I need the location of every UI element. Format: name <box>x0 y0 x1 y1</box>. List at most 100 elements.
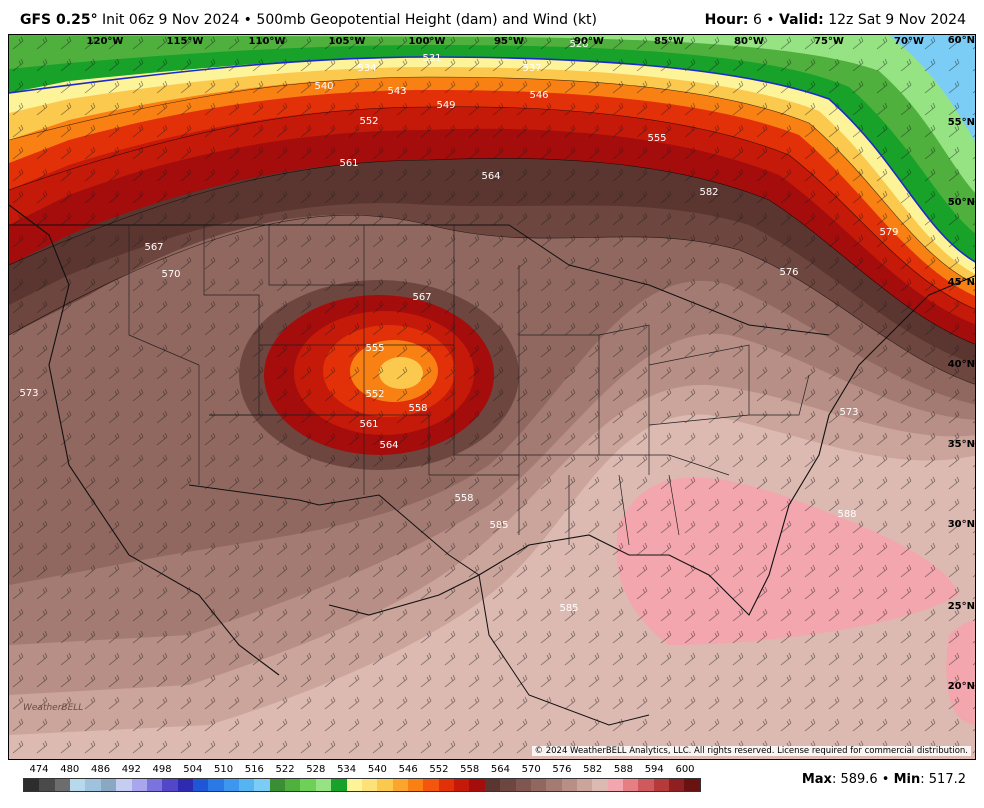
contour-label: 558 <box>408 403 427 414</box>
contour-label: 573 <box>839 407 858 418</box>
colorbar-swatch <box>515 779 531 791</box>
latitude-label: 50°N <box>948 197 975 208</box>
colorbar-swatch <box>116 779 132 791</box>
colorbar-swatch <box>100 779 117 791</box>
colorbar-swatch <box>192 779 209 791</box>
contour-label: 564 <box>481 171 500 182</box>
contour-label: 567 <box>412 292 431 303</box>
latitude-label: 45°N <box>948 277 975 288</box>
colorbar-swatch <box>653 779 670 791</box>
chart-title: GFS 0.25° Init 06z 9 Nov 2024 • 500mb Ge… <box>20 12 598 28</box>
latitude-label: 55°N <box>948 117 975 128</box>
colorbar-swatch <box>438 779 455 791</box>
contour-label: 582 <box>699 187 718 198</box>
contour-label: 564 <box>379 440 398 451</box>
colorbar-swatch <box>500 779 516 791</box>
colorbar-label: 576 <box>552 764 572 775</box>
contour-label: 531 <box>422 53 441 64</box>
min-value: 517.2 <box>928 772 966 787</box>
contour-label: 552 <box>365 389 384 400</box>
contour-label: 561 <box>359 419 378 430</box>
colorbar-label: 588 <box>613 764 634 775</box>
colorbar-swatch <box>331 779 347 791</box>
valid-info: Hour: 6 • Valid: 12z Sat 9 Nov 2024 <box>704 12 966 28</box>
copyright-notice: © 2024 WeatherBELL Analytics, LLC. All r… <box>531 746 971 756</box>
colorbar-label: 510 <box>214 764 234 775</box>
colorbar-swatch <box>407 779 424 791</box>
canada-us-border <box>9 224 830 336</box>
longitude-label: 100°W <box>409 36 446 47</box>
min-label: Min <box>893 772 921 787</box>
colorbar-labels: 474 480 486 492 498 504 510 516 522 528 534 540 546 5… <box>23 764 701 778</box>
colorbar-swatch <box>684 779 700 791</box>
colorbar-label: 522 <box>275 764 295 775</box>
latitude-label: 40°N <box>948 359 975 370</box>
colorbar-label: 528 <box>306 764 326 775</box>
colorbar-swatch <box>561 779 577 791</box>
contour-label: 543 <box>387 86 406 97</box>
colorbar-swatch <box>39 779 55 791</box>
contour-label: 588 <box>837 509 856 520</box>
contour-label: 546 <box>529 90 548 101</box>
valid-label: Valid: <box>779 12 824 28</box>
longitude-label: 120°W <box>87 36 124 47</box>
colorbar-label: 564 <box>490 764 510 775</box>
colorbar: 474 480 486 492 498 504 510 516 522 528 534 540 546 5… <box>23 764 701 794</box>
longitude-label: 110°W <box>249 36 286 47</box>
contour-label: 570 <box>161 269 180 280</box>
colorbar-swatch <box>423 779 439 791</box>
colorbar-swatch <box>162 779 178 791</box>
contour-label: 585 <box>489 520 508 531</box>
colorbar-label: 540 <box>367 764 387 775</box>
latitude-labels: 60°N 55°N 50°N 45°N 40°N 35°N 30°N 25°N 20°N <box>948 35 975 692</box>
colorbar-label: 534 <box>337 764 357 775</box>
colorbar-swatch <box>484 779 501 791</box>
contour-label: 561 <box>339 158 358 169</box>
contour-label: 528 <box>569 39 588 50</box>
colorbar-swatch <box>146 779 163 791</box>
map-panel[interactable]: 528 531 534 537 540 543 546 549 552 555 561 564 567 5… <box>8 34 976 760</box>
contour-label: 540 <box>314 81 333 92</box>
contour-label: 549 <box>436 100 455 111</box>
longitude-label: 70°W <box>894 36 924 47</box>
colorbar-swatch <box>546 779 562 791</box>
colorbar-swatch <box>315 779 332 791</box>
contour-label: 537 <box>522 63 541 74</box>
colorbar-swatch <box>223 779 240 791</box>
longitude-label: 85°W <box>654 36 684 47</box>
colorbar-label: 492 <box>121 764 141 775</box>
header: GFS 0.25° Init 06z 9 Nov 2024 • 500mb Ge… <box>0 0 984 34</box>
longitude-label: 115°W <box>167 36 204 47</box>
mexico-us-border <box>188 484 480 576</box>
colorbar-swatch <box>285 779 301 791</box>
contour-label: 579 <box>879 227 898 238</box>
max-label: Max <box>801 772 832 787</box>
contour-label: 573 <box>19 388 38 399</box>
colorbar-swatch <box>377 779 393 791</box>
colorbar-label: 546 <box>398 764 418 775</box>
colorbar-label: 504 <box>183 764 203 775</box>
colorbar-swatch <box>392 779 408 791</box>
colorbar-swatch <box>669 779 685 791</box>
colorbar-swatch <box>638 779 654 791</box>
colorbar-label: 570 <box>521 764 541 775</box>
colorbar-swatch <box>300 779 316 791</box>
max-min-readout: Max: 589.6 • Min: 517.2 <box>801 772 966 787</box>
colorbar-label: 480 <box>60 764 80 775</box>
contour-label: 585 <box>559 603 578 614</box>
longitude-labels: 120°W 115°W 110°W 105°W 100°W 95°W 90°W 85°W 80°… <box>87 36 924 47</box>
colorbar-swatch <box>607 779 624 791</box>
longitude-label: 80°W <box>734 36 764 47</box>
hour-label: Hour: <box>704 12 749 28</box>
max-value: 589.6 <box>840 772 878 787</box>
latitude-label: 25°N <box>948 601 975 612</box>
colorbar-swatch <box>469 779 485 791</box>
contour-label: 552 <box>359 116 378 127</box>
latitude-label: 35°N <box>948 439 975 450</box>
colorbar-swatch <box>576 779 593 791</box>
latitude-label: 30°N <box>948 519 975 530</box>
gulf-coast-mexico <box>478 574 650 726</box>
540-dam-line <box>9 56 975 263</box>
